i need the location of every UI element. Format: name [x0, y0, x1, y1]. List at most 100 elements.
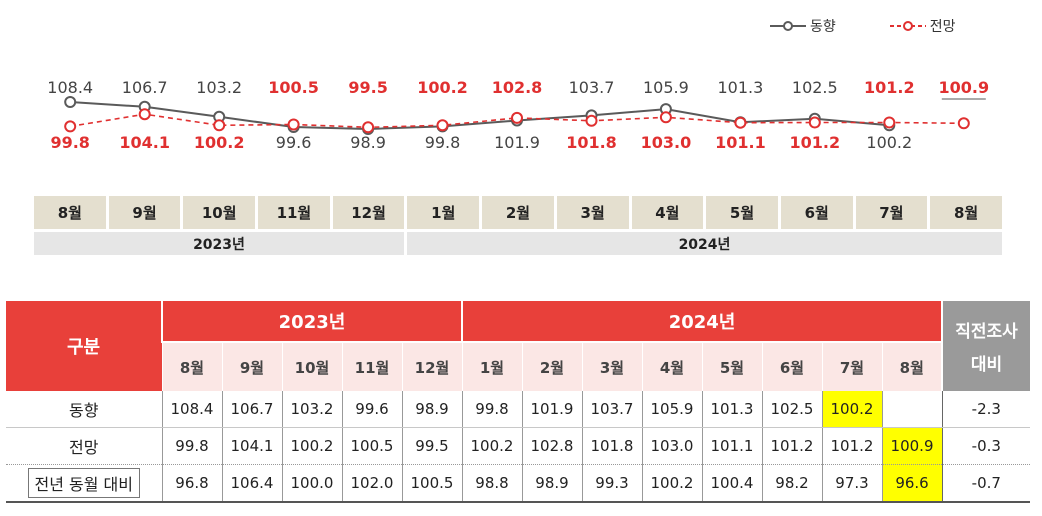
table-cell: 96.8: [161, 464, 222, 503]
table-row-label-text: 전년 동월 대비: [27, 468, 140, 498]
table-month-header: 4월: [641, 342, 702, 391]
trend-data-label: 103.7: [569, 78, 615, 97]
outlook-data-label: 100.2: [194, 133, 245, 152]
table-cell: 100.2: [461, 427, 522, 465]
outlook-data-label: 100.2: [417, 78, 468, 97]
table-header-year-2024: 2024년: [460, 301, 943, 343]
table-cell: 101.3: [701, 391, 762, 428]
outlook-data-label: 104.1: [119, 133, 170, 152]
table-cell: 108.4: [161, 391, 222, 428]
table-cell: 105.9: [641, 391, 702, 428]
month-axis-label: 8월: [34, 196, 106, 229]
trend-data-label: 105.9: [643, 78, 689, 97]
outlook-data-label: 100.9: [938, 78, 989, 97]
table-cell: 100.2: [641, 464, 702, 503]
table-cell: 103.2: [281, 391, 342, 428]
table-month-header: 1월: [461, 342, 522, 391]
table-cell: 100.2: [821, 391, 882, 428]
table-row-label: 동향: [6, 391, 162, 428]
table-change-cell: -0.7: [941, 464, 1031, 503]
table-month-header: 8월: [161, 342, 222, 391]
table-cell: 99.5: [401, 427, 462, 465]
table-row-label: 전년 동월 대비: [6, 464, 162, 503]
outlook-data-point: [511, 111, 523, 124]
chart-legend: 동향 전망: [770, 14, 974, 38]
trend-data-label: 101.3: [717, 78, 763, 97]
table-cell: 102.8: [521, 427, 582, 465]
outlook-data-point: [213, 119, 226, 132]
table-cell: [881, 391, 943, 428]
table-month-header: 6월: [761, 342, 822, 391]
table-row: 전년 동월 대비 96.8 106.4 100.0 102.0 100.5 98.8 98.9…: [6, 464, 1031, 503]
table-change-cell: -0.3: [941, 427, 1031, 465]
table-header-year-2023: 2023년: [161, 301, 462, 343]
outlook-data-label: 99.8: [50, 133, 89, 152]
table-header-change: 직전조사 대비: [941, 301, 1031, 391]
month-axis-label: 4월: [631, 196, 704, 229]
table-cell: 97.3: [821, 464, 882, 503]
trend-data-label: 101.9: [494, 133, 540, 152]
outlook-data-label: 101.8: [566, 133, 617, 152]
year-label-2024: 2024년: [407, 232, 1002, 255]
table-cell: 101.9: [521, 391, 582, 428]
table-cell: 99.8: [161, 427, 222, 465]
legend-trend-label: 동향: [810, 19, 836, 35]
table-cell: 102.5: [761, 391, 822, 428]
legend-item-outlook: 전망: [889, 16, 956, 36]
table-cell: 102.0: [341, 464, 402, 503]
outlook-data-point: [734, 116, 747, 129]
table-cell: 98.9: [401, 391, 462, 428]
table-header-category: 구분: [6, 301, 162, 391]
month-axis-label: 2월: [482, 196, 554, 229]
outlook-data-point: [585, 114, 598, 127]
table-cell: 101.8: [581, 427, 642, 465]
table-cell: 100.5: [341, 427, 402, 465]
trend-data-label: 98.9: [350, 133, 386, 152]
table-cell: 101.1: [701, 427, 762, 465]
outlook-data-label: 100.5: [268, 78, 319, 97]
outlook-data-point: [64, 120, 77, 133]
outlook-data-label: 103.0: [641, 133, 692, 152]
table-cell: 98.9: [521, 464, 582, 503]
table-cell: 98.2: [761, 464, 822, 503]
trend-data-point: [64, 96, 77, 108]
table-month-header: 12월: [401, 342, 462, 391]
table-cell: 96.6: [881, 464, 943, 503]
month-axis-label: 1월: [407, 196, 480, 229]
legend-item-trend: 동향: [770, 16, 836, 36]
month-axis-label: 6월: [780, 196, 853, 229]
table-month-header: 8월: [881, 342, 943, 391]
outlook-data-label: 102.8: [492, 78, 543, 97]
trend-data-label: 100.2: [866, 133, 912, 152]
table-month-header: 3월: [581, 342, 642, 391]
table-cell: 103.7: [581, 391, 642, 428]
year-axis: 2023년 2024년: [34, 232, 1002, 255]
table-row: 동향 108.4 106.7 103.2 99.6 98.9 99.8 101.9 103.7 1…: [6, 391, 1031, 428]
table-month-header: 7월: [821, 342, 882, 391]
outlook-data-point: [659, 111, 672, 124]
table-cell: 104.1: [221, 427, 282, 465]
outlook-data-point: [138, 108, 151, 121]
table-cell: 106.7: [221, 391, 282, 428]
table-cell: 100.9: [881, 427, 943, 465]
month-axis: 8월 9월 10월 11월 12월 1월 2월 3월 4월 5월 6월 7월 8월: [34, 196, 1002, 229]
legend-outlook-marker: [889, 21, 926, 31]
table-cell: 98.8: [461, 464, 522, 503]
month-axis-label: 5월: [706, 196, 778, 229]
table-cell: 101.2: [821, 427, 882, 465]
table-cell: 101.2: [761, 427, 822, 465]
table-cell: 99.6: [341, 391, 402, 428]
table-cell: 100.4: [701, 464, 762, 503]
table-cell: 106.4: [221, 464, 282, 503]
trend-data-label: 102.5: [792, 78, 838, 97]
table-header-change-line2: 대비: [970, 355, 1003, 375]
table-cell: 99.8: [461, 391, 522, 428]
trend-data-label: 108.4: [47, 78, 93, 97]
table-row: 전망 99.8 104.1 100.2 100.5 99.5 100.2 102.8 101.8…: [6, 427, 1031, 465]
trend-data-label: 99.6: [276, 133, 312, 152]
month-axis-label: 3월: [556, 196, 629, 229]
table-cell: 100.0: [281, 464, 342, 503]
table-cell: 100.2: [281, 427, 342, 465]
table-header-change-line1: 직전조사: [955, 322, 1018, 342]
outlook-data-label: 101.2: [864, 78, 915, 97]
